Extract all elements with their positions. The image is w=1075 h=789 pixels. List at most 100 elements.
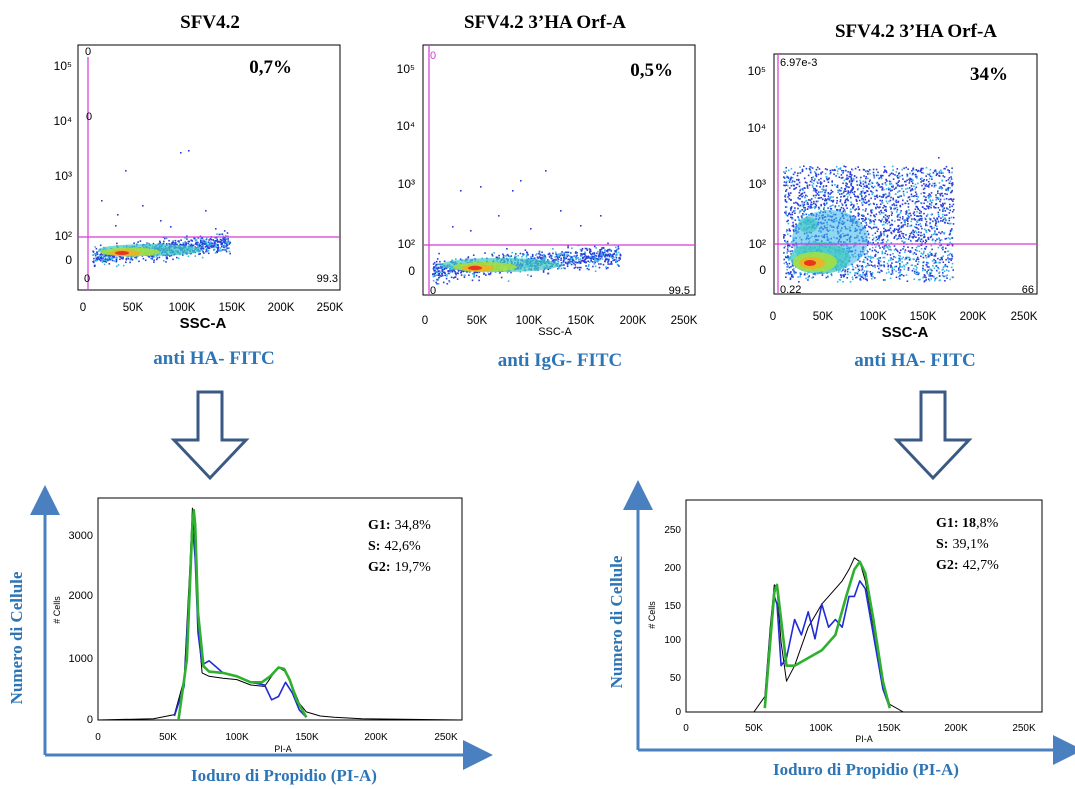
- event-dot: [863, 261, 866, 264]
- event-dot: [783, 258, 785, 261]
- event-dot: [454, 271, 457, 273]
- event-dot: [902, 199, 904, 202]
- event-dot: [919, 214, 922, 217]
- event-dot: [939, 239, 941, 242]
- event-dot: [944, 263, 947, 266]
- event-dot: [879, 231, 882, 233]
- event-dot: [895, 187, 897, 189]
- event-dot: [120, 256, 122, 259]
- event-dot: [165, 261, 167, 263]
- event-dot: [905, 210, 907, 213]
- event-dot: [566, 251, 569, 254]
- event-dot: [846, 174, 848, 177]
- event-dot: [862, 180, 864, 183]
- event-dot: [531, 253, 534, 256]
- event-dot: [175, 244, 177, 246]
- event-dot: [821, 274, 824, 276]
- event-dot: [904, 241, 906, 243]
- event-dot: [899, 269, 902, 271]
- event-dot: [917, 279, 920, 281]
- event-dot: [805, 213, 808, 216]
- event-dot: [788, 181, 791, 183]
- event-dot: [948, 198, 950, 201]
- event-dot: [438, 276, 440, 279]
- event-dot: [796, 183, 799, 186]
- event-dot: [920, 248, 923, 250]
- event-dot: [834, 206, 836, 209]
- event-dot: [606, 254, 608, 257]
- event-dot: [829, 169, 832, 172]
- event-dot: [915, 253, 917, 255]
- event-dot: [926, 185, 928, 187]
- event-dot: [922, 256, 925, 259]
- event-dot: [934, 169, 937, 172]
- event-dot: [887, 264, 890, 267]
- event-dot: [915, 223, 918, 226]
- event-dot: [875, 226, 878, 229]
- event-dot: [190, 243, 193, 246]
- event-dot: [847, 273, 849, 276]
- event-dot: [929, 271, 931, 274]
- event-dot: [798, 205, 801, 207]
- event-dot: [861, 202, 863, 204]
- event-dot: [176, 256, 178, 259]
- event-dot: [901, 174, 904, 177]
- event-dot: [858, 199, 861, 202]
- event-dot: [577, 257, 579, 259]
- event-dot: [951, 255, 954, 258]
- event-dot: [939, 194, 942, 197]
- event-dot: [554, 251, 557, 254]
- event-dot: [585, 247, 588, 250]
- event-dot: [933, 206, 936, 209]
- event-dot: [787, 196, 789, 198]
- event-dot: [946, 274, 948, 276]
- event-dot: [910, 251, 913, 253]
- event-dot: [813, 206, 815, 208]
- x-tick-label: 200K: [960, 311, 987, 323]
- event-dot: [606, 258, 608, 260]
- event-dot: [886, 202, 889, 205]
- event-dot: [599, 255, 601, 257]
- event-dot: [863, 226, 866, 228]
- x-tick-label: 250K: [671, 315, 698, 327]
- event-dot: [911, 189, 914, 191]
- event-dot: [937, 257, 939, 260]
- event-dot: [186, 235, 188, 237]
- event-dot: [558, 253, 560, 255]
- event-dot: [882, 216, 885, 218]
- event-dot: [786, 251, 789, 253]
- event-dot: [142, 205, 144, 207]
- event-dot: [904, 251, 906, 253]
- event-dot: [547, 272, 550, 275]
- event-dot: [494, 271, 497, 273]
- event-dot: [884, 217, 887, 219]
- event-dot: [899, 275, 901, 277]
- event-dot: [850, 204, 852, 206]
- event-dot: [158, 240, 161, 243]
- event-dot: [884, 205, 886, 208]
- event-dot: [940, 244, 942, 246]
- event-dot: [905, 211, 908, 214]
- event-dot: [911, 247, 914, 249]
- event-dot: [820, 182, 823, 184]
- x-tick-label: 100K: [225, 732, 249, 743]
- event-dot: [607, 242, 609, 245]
- event-dot: [588, 264, 590, 266]
- event-dot: [555, 255, 558, 257]
- event-dot: [800, 273, 802, 275]
- event-dot: [603, 254, 606, 256]
- event-dot: [952, 223, 955, 225]
- event-dot: [205, 238, 208, 241]
- event-dot: [938, 182, 941, 184]
- event-dot: [858, 169, 861, 171]
- event-dot: [893, 188, 896, 190]
- event-dot: [917, 258, 920, 261]
- event-dot: [922, 188, 925, 191]
- event-dot: [865, 176, 867, 178]
- histogram-curves: [686, 557, 1042, 713]
- event-dot: [909, 225, 911, 227]
- event-dot: [225, 241, 227, 244]
- event-dot: [849, 191, 852, 194]
- event-dot: [927, 207, 930, 210]
- event-dot: [601, 252, 603, 255]
